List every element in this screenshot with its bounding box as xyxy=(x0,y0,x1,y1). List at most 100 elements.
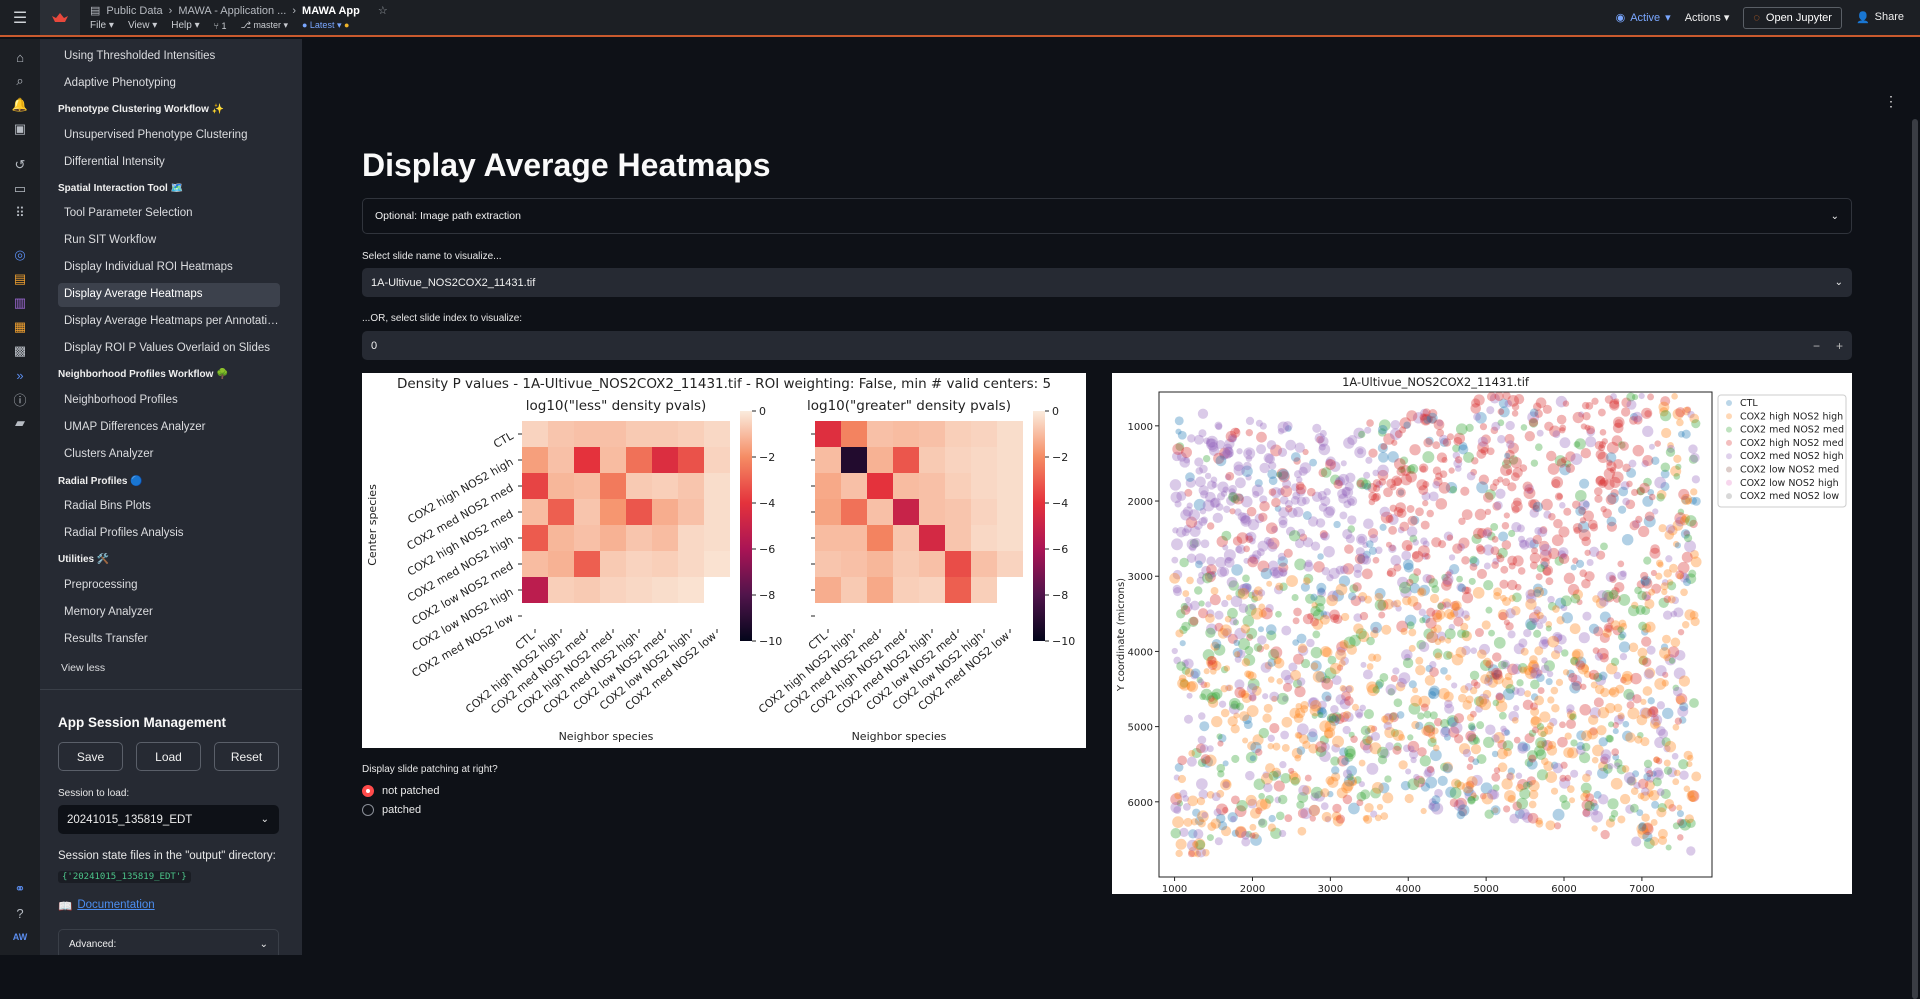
scatter-point xyxy=(1654,440,1661,447)
help-icon[interactable]: ? xyxy=(16,905,24,921)
menu-file[interactable]: File ▾ xyxy=(90,20,114,31)
image-path-expander[interactable]: Optional: Image path extraction ⌄ xyxy=(362,198,1852,234)
scatter-point xyxy=(1614,581,1625,593)
load-button[interactable]: Load xyxy=(136,742,201,771)
sidebar-item-differential-intensity[interactable]: Differential Intensity xyxy=(64,156,165,168)
apps-grid-icon[interactable]: ⠿ xyxy=(15,205,25,220)
menu-help[interactable]: Help ▾ xyxy=(171,20,200,31)
scatter-point xyxy=(1210,497,1221,508)
scatter-point xyxy=(1302,785,1312,795)
app-icon[interactable]: ▦ xyxy=(13,319,27,334)
menu-view[interactable]: View ▾ xyxy=(127,20,158,31)
sidebar-item-roi-p-values-overlay[interactable]: Display ROI P Values Overlaid on Slides xyxy=(64,342,271,354)
slide-index-input[interactable]: 0 − + xyxy=(362,331,1852,360)
sidebar-item-clusters-analyzer[interactable]: Clusters Analyzer xyxy=(64,448,154,460)
scatter-point xyxy=(1548,740,1557,750)
sidebar-item-individual-roi-heatmaps[interactable]: Display Individual ROI Heatmaps xyxy=(64,261,233,273)
branch-selector[interactable]: ⎇ master ▾ xyxy=(240,20,288,30)
scatter-point xyxy=(1612,625,1623,636)
history-icon[interactable]: ↺ xyxy=(14,157,26,172)
scatter-point xyxy=(1582,411,1591,421)
scatter-point xyxy=(1248,591,1255,599)
sidebar-item-tool-parameter-selection[interactable]: Tool Parameter Selection xyxy=(64,207,193,219)
scatter-point xyxy=(1617,815,1626,824)
sidebar-item-memory-analyzer[interactable]: Memory Analyzer xyxy=(64,606,153,618)
scatter-point xyxy=(1454,456,1463,464)
pipeline-icon[interactable]: » xyxy=(16,367,24,383)
radio-not-patched[interactable]: not patched xyxy=(362,785,440,797)
actions-menu[interactable]: Actions ▾ xyxy=(1684,12,1730,24)
scatter-point xyxy=(1637,647,1648,658)
sidebar-item-umap-differences[interactable]: UMAP Differences Analyzer xyxy=(64,421,206,433)
files-icon[interactable]: ▭ xyxy=(13,181,27,196)
version-selector[interactable]: ● Latest ▾ ● xyxy=(301,20,350,30)
view-less-link[interactable]: View less xyxy=(61,662,106,674)
sidebar-item-run-sit-workflow[interactable]: Run SIT Workflow xyxy=(64,234,157,246)
radio-label: not patched xyxy=(382,785,440,797)
radio-patched[interactable]: patched xyxy=(362,804,421,816)
scatter-point xyxy=(1491,667,1503,679)
sidebar-item-radial-profiles-analysis[interactable]: Radial Profiles Analysis xyxy=(64,527,184,539)
scatter-point xyxy=(1536,769,1549,781)
session-select[interactable]: 20241015_135819_EDT ⌄ xyxy=(58,805,279,834)
scatter-point xyxy=(1480,782,1493,795)
scatter-point xyxy=(1335,476,1346,487)
scatter-point xyxy=(1526,620,1536,631)
sidebar-item-average-heatmaps-annotation[interactable]: Display Average Heatmaps per Annotati… xyxy=(64,315,279,327)
save-button[interactable]: Save xyxy=(58,742,123,771)
status-selector[interactable]: ◉ Active ▾ xyxy=(1615,11,1671,25)
sidebar-item-average-heatmaps[interactable]: Display Average Heatmaps xyxy=(64,288,203,300)
sidebar-item-thresholded-intensities[interactable]: Using Thresholded Intensities xyxy=(64,50,216,62)
sidebar-item-results-transfer[interactable]: Results Transfer xyxy=(64,633,148,645)
scatter-point xyxy=(1621,765,1630,773)
menu-icon[interactable]: ☰ xyxy=(12,9,28,27)
share-button[interactable]: 👤 Share xyxy=(1855,11,1904,24)
scatter-point xyxy=(1497,435,1506,444)
slide-name-select[interactable]: 1A-Ultivue_NOS2COX2_11431.tif ⌄ xyxy=(362,268,1852,297)
folder-icon[interactable]: ▰ xyxy=(15,415,25,430)
scatter-point xyxy=(1431,727,1439,735)
scatter-point xyxy=(1464,614,1471,621)
model-icon[interactable]: ▩ xyxy=(13,343,27,358)
increment-button[interactable]: + xyxy=(1835,338,1843,353)
advanced-expander[interactable]: Advanced: ⌄ xyxy=(58,929,279,955)
sidebar-item-neighborhood-profiles[interactable]: Neighborhood Profiles xyxy=(64,394,178,406)
scatter-point xyxy=(1646,789,1654,797)
breadcrumb-item[interactable]: MAWA - Application ... xyxy=(178,4,287,17)
notifications-icon[interactable]: 🔔 xyxy=(11,97,29,112)
sidebar-item-unsupervised-clustering[interactable]: Unsupervised Phenotype Clustering xyxy=(64,129,248,141)
sidebar-item-radial-bins-plots[interactable]: Radial Bins Plots xyxy=(64,500,151,512)
avatar[interactable]: AW xyxy=(12,932,28,942)
database-icon[interactable]: ▤ xyxy=(13,271,27,286)
more-options-icon[interactable]: ⋮ xyxy=(1884,93,1898,109)
chart-icon[interactable]: ▥ xyxy=(13,295,27,310)
scatter-point xyxy=(1176,661,1186,671)
scatter-point xyxy=(1573,441,1581,448)
sidebar-item-preprocessing[interactable]: Preprocessing xyxy=(64,579,138,591)
gift-icon[interactable]: ▣ xyxy=(13,121,27,136)
scatter-point xyxy=(1656,788,1665,796)
home-icon[interactable]: ⌂ xyxy=(16,49,24,65)
open-jupyter-button[interactable]: ◌ Open Jupyter xyxy=(1743,6,1842,29)
heatmap-cell xyxy=(841,525,867,551)
heatmap-cell xyxy=(893,421,919,447)
scatter-point xyxy=(1425,664,1433,673)
app-logo[interactable] xyxy=(40,0,80,35)
heatmap-cell xyxy=(867,473,893,499)
fork-counter[interactable]: ⑂ 1 xyxy=(213,20,227,31)
decrement-button[interactable]: − xyxy=(1812,338,1820,353)
scatter-point xyxy=(1577,663,1590,675)
info-icon[interactable]: ⓘ xyxy=(13,392,27,408)
star-icon[interactable]: ☆ xyxy=(377,5,388,17)
sidebar-item-adaptive-phenotyping[interactable]: Adaptive Phenotyping xyxy=(64,77,176,89)
scatter-point xyxy=(1497,547,1508,559)
breadcrumb-item[interactable]: Public Data xyxy=(106,4,163,17)
explore-icon[interactable]: ◎ xyxy=(14,247,26,262)
scatter-point xyxy=(1274,505,1282,512)
scatter-point xyxy=(1377,464,1389,477)
reset-button[interactable]: Reset xyxy=(214,742,279,771)
integrations-icon[interactable]: ⚭ xyxy=(14,881,26,896)
scrollbar[interactable] xyxy=(1912,119,1918,999)
documentation-link[interactable]: Documentation xyxy=(77,899,155,911)
search-icon[interactable]: ⌕ xyxy=(16,73,24,88)
